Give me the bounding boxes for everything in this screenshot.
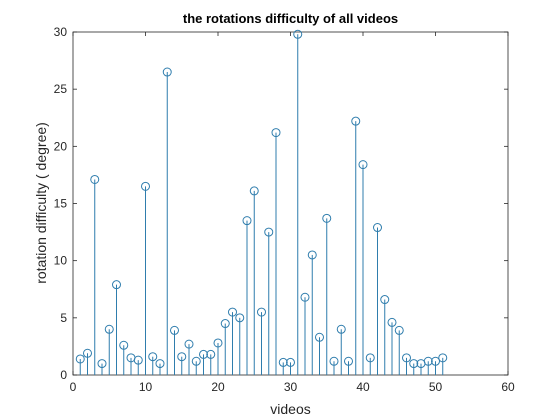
stem-marker	[90, 174, 100, 184]
stem-marker	[199, 349, 208, 359]
stem-marker	[177, 352, 187, 362]
stem-marker	[141, 181, 150, 191]
stem-marker	[83, 348, 92, 358]
stem-marker	[300, 292, 310, 302]
stem-marker	[344, 356, 353, 366]
x-axis-label: videos	[270, 401, 310, 417]
stem-marker	[373, 223, 382, 233]
stem-marker	[387, 317, 397, 327]
stem-marker	[97, 359, 107, 369]
y-tick-label: 5	[60, 311, 67, 325]
y-tick-label: 20	[54, 139, 68, 153]
stem-marker	[358, 160, 368, 170]
y-tick-label: 10	[54, 254, 68, 268]
chart-title: the rotations difficulty of all videos	[183, 11, 398, 26]
stem-marker	[242, 216, 252, 226]
stem-marker	[235, 313, 245, 323]
y-tick-label: 25	[54, 82, 68, 96]
stem-marker	[133, 355, 143, 365]
stem-marker	[431, 356, 440, 366]
stem-marker	[278, 357, 288, 367]
stem-marker	[257, 307, 266, 317]
stem-marker	[402, 353, 411, 363]
x-tick-label: 40	[356, 380, 370, 394]
y-axis-label: rotation difficulty ( degree)	[33, 122, 49, 284]
stem-marker	[119, 340, 129, 350]
stem-marker	[148, 352, 158, 362]
stem-marker	[213, 338, 223, 348]
y-tick-label: 30	[54, 25, 68, 39]
x-tick-label: 0	[70, 380, 77, 394]
stem-marker	[264, 227, 274, 237]
stem-marker	[286, 357, 295, 367]
stem-marker	[249, 186, 259, 196]
stem-marker	[409, 359, 419, 369]
stem-marker	[329, 356, 339, 366]
y-tick-label: 0	[60, 368, 67, 382]
axes-box	[72, 31, 509, 376]
stem-marker	[75, 354, 85, 364]
stem-marker	[170, 325, 179, 335]
stem-marker	[365, 353, 375, 363]
stem-marker	[206, 349, 216, 359]
stem-marker	[380, 295, 390, 305]
stem-marker	[162, 67, 172, 77]
x-tick-label: 20	[211, 380, 225, 394]
stem-marker	[438, 353, 448, 363]
x-tick-label: 50	[429, 380, 443, 394]
x-tick-label: 60	[501, 380, 515, 394]
stem-marker	[271, 128, 281, 138]
stem-marker	[315, 332, 324, 342]
plot-area: 0 10 20 30 40 50 60 0 5 10 15 20 25 30	[54, 25, 515, 394]
y-tick-label: 15	[54, 197, 68, 211]
x-tick-label: 10	[139, 380, 153, 394]
stem-marker	[293, 29, 303, 39]
stem-marker	[394, 325, 404, 335]
stem-marker	[351, 116, 361, 126]
stem-marker	[322, 213, 332, 223]
stem-marker	[307, 250, 317, 260]
stem-marker	[423, 356, 433, 366]
stem-marker	[220, 319, 230, 329]
stem-marker	[336, 324, 346, 334]
stem-marker	[104, 324, 114, 334]
stem-marker	[184, 339, 194, 349]
stem-marker	[155, 359, 165, 369]
stem-marker	[228, 307, 237, 317]
x-tick-label: 30	[284, 380, 298, 394]
stem-marker	[191, 356, 201, 366]
stem-marker	[112, 280, 121, 290]
